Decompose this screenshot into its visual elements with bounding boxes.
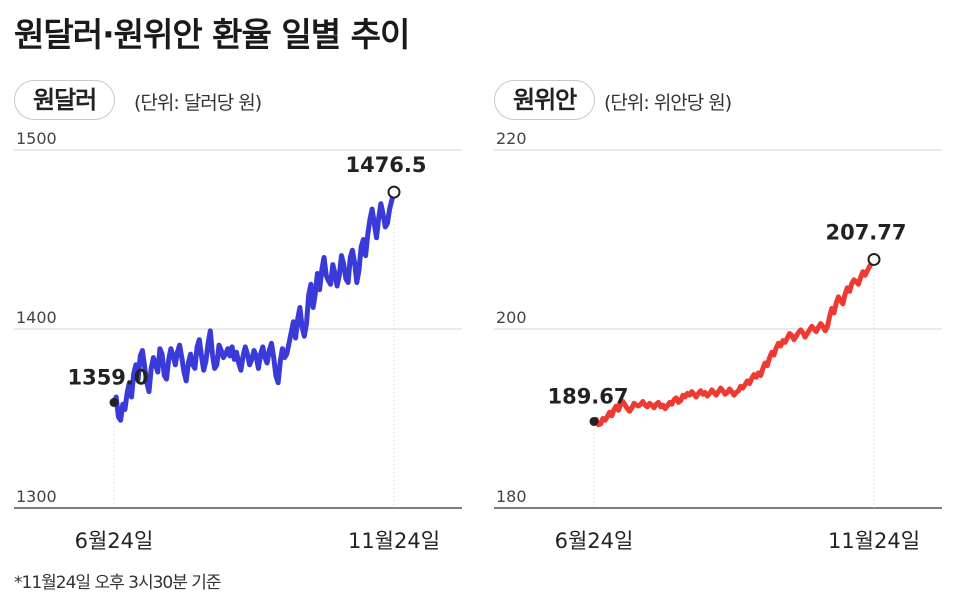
usd-krw-badge: 원달러 xyxy=(14,80,116,120)
usd-krw-chart: 1500 1400 1300 1359.0 1476.5 6월24일 11월24일 xyxy=(14,129,462,553)
cny-krw-badge: 원위안 xyxy=(494,80,596,120)
cny-krw-y-tick-label: 200 xyxy=(496,308,527,327)
cny-krw-series-line xyxy=(591,257,877,428)
usd-krw-y-tick-label: 1300 xyxy=(16,487,57,506)
usd-krw-end-value-label: 1476.5 xyxy=(345,153,426,177)
cny-krw-unit-label: (단위: 위안당 원) xyxy=(604,92,732,114)
cny-krw-y-tick-label: 180 xyxy=(496,487,527,506)
cny-krw-end-value-label: 207.77 xyxy=(825,220,906,244)
cny-krw-end-point xyxy=(867,252,881,266)
usd-krw-panel: 원달러 (단위: 달러당 원) 1500 1400 1300 1359.0 1476.5… xyxy=(0,74,470,574)
cny-krw-x-tick-label: 11월24일 xyxy=(828,529,920,553)
usd-krw-start-value-label: 1359.0 xyxy=(67,365,148,389)
usd-krw-x-tick-label: 11월24일 xyxy=(348,529,440,553)
usd-krw-series-line xyxy=(111,189,397,423)
cny-krw-panel: 원위안 (단위: 위안당 원) 220 200 180 189.67 207.77 6월2… xyxy=(480,74,950,574)
page-title: 원달러·원위안 환율 일별 추이 xyxy=(14,15,410,54)
usd-krw-unit-label: (단위: 달러당 원) xyxy=(134,92,262,114)
usd-krw-end-point xyxy=(387,185,401,199)
usd-krw-x-tick-label: 6월24일 xyxy=(75,529,154,553)
cny-krw-y-tick-label: 220 xyxy=(496,129,527,148)
usd-krw-y-tick-label: 1400 xyxy=(16,308,57,327)
footnote: *11월24일 오후 3시30분 기준 xyxy=(14,573,222,593)
cny-krw-chart: 220 200 180 189.67 207.77 6월24일 11월24일 xyxy=(494,129,942,553)
cny-krw-start-point xyxy=(589,416,599,426)
usd-krw-y-tick-label: 1500 xyxy=(16,129,57,148)
cny-krw-start-value-label: 189.67 xyxy=(547,384,628,408)
usd-krw-start-point xyxy=(109,397,119,407)
cny-krw-x-tick-label: 6월24일 xyxy=(555,529,634,553)
